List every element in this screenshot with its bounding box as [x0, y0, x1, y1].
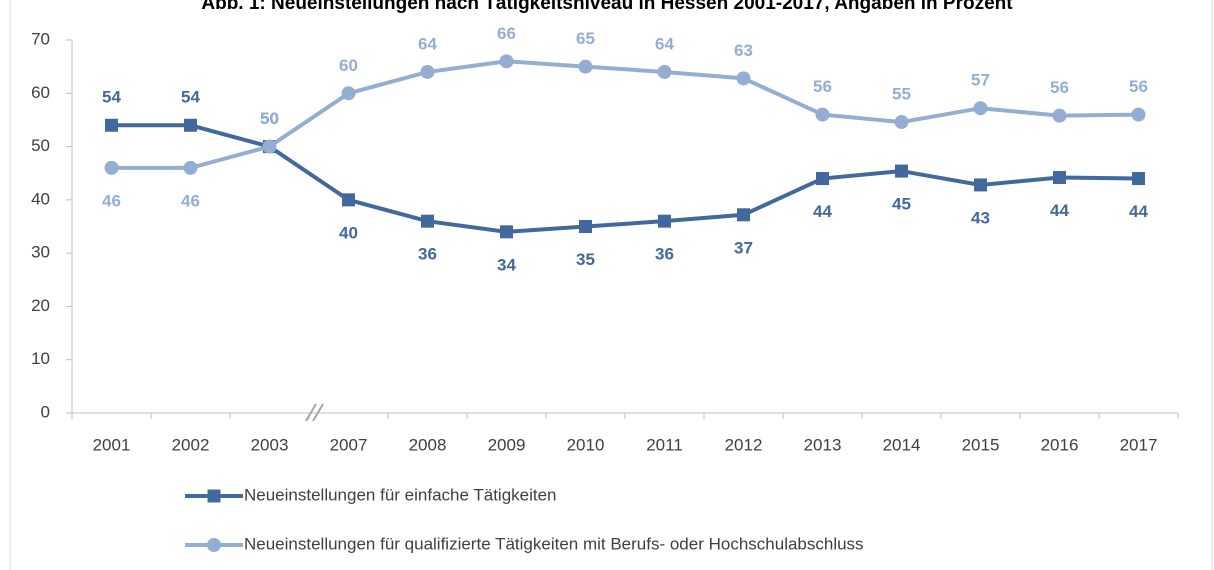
data-label: 50: [260, 109, 279, 128]
data-label: 44: [1129, 202, 1148, 221]
legend-label: Neueinstellungen für qualifizierte Tätig…: [244, 534, 864, 553]
x-tick-label: 2015: [962, 435, 1000, 454]
axis-break: [312, 403, 324, 422]
data-label: 55: [892, 85, 911, 104]
x-tick-label: 2008: [409, 435, 447, 454]
chart-title: Abb. 1: Neueinstellungen nach Tätigkeits…: [201, 0, 1013, 14]
marker: [420, 64, 435, 79]
x-tick-label: 2011: [646, 435, 683, 454]
marker: [657, 64, 672, 79]
data-label: 54: [181, 88, 200, 107]
data-label: 63: [734, 41, 753, 60]
data-label: 60: [339, 56, 358, 75]
y-tick-label: 30: [31, 243, 50, 262]
data-label: 43: [971, 208, 990, 227]
data-label: 56: [1129, 77, 1148, 96]
marker: [1053, 170, 1066, 184]
legend-marker: [207, 489, 221, 503]
y-tick-label: 20: [31, 296, 50, 315]
y-tick-label: 40: [31, 189, 50, 208]
data-label: 46: [102, 191, 121, 210]
marker: [262, 139, 277, 154]
axis-break: [305, 403, 317, 422]
marker: [341, 86, 356, 101]
series-line: [111, 123, 1139, 234]
marker: [974, 178, 987, 192]
data-label: 54: [102, 88, 121, 107]
marker: [815, 107, 830, 122]
marker: [500, 225, 513, 239]
marker: [183, 160, 198, 175]
data-label: 46: [181, 191, 200, 210]
data-label: 40: [339, 223, 358, 242]
marker: [1052, 108, 1067, 123]
marker: [578, 59, 593, 74]
y-tick-label: 60: [31, 83, 50, 102]
data-label: 37: [734, 238, 753, 257]
marker: [499, 54, 514, 69]
data-label: 56: [1050, 78, 1069, 97]
data-label: 45: [892, 195, 911, 214]
data-label: 64: [655, 34, 674, 53]
x-tick-label: 2016: [1041, 435, 1079, 454]
y-tick-label: 0: [41, 402, 50, 421]
legend-label: Neueinstellungen für einfache Tätigkeite…: [244, 485, 557, 504]
x-tick-label: 2012: [725, 435, 763, 454]
x-tick-label: 2002: [172, 435, 210, 454]
marker: [736, 71, 751, 86]
marker: [973, 101, 988, 116]
marker: [104, 160, 119, 175]
x-tick-label: 2014: [883, 435, 921, 454]
x-tick-label: 2003: [251, 435, 289, 454]
x-tick-label: 2009: [488, 435, 526, 454]
data-label: 44: [813, 202, 832, 221]
legend-marker: [207, 538, 221, 552]
marker: [816, 172, 829, 186]
data-label: 65: [576, 29, 595, 48]
y-tick-label: 50: [31, 136, 50, 155]
data-label: 66: [497, 24, 516, 43]
y-tick-label: 10: [31, 349, 50, 368]
marker: [342, 193, 355, 207]
data-label: 34: [497, 255, 516, 274]
marker: [658, 214, 671, 228]
marker: [105, 118, 118, 132]
x-tick-label: 2013: [804, 435, 842, 454]
x-tick-label: 2010: [567, 435, 605, 454]
data-label: 36: [418, 245, 437, 264]
data-label: 64: [418, 34, 437, 53]
marker: [894, 115, 909, 130]
chart-frame: [9, 0, 1213, 570]
marker: [895, 164, 908, 178]
x-tick-label: 2017: [1120, 435, 1158, 454]
data-label: 50: [260, 109, 279, 128]
data-label: 44: [1050, 201, 1069, 220]
data-label: 57: [971, 71, 990, 90]
marker: [184, 118, 197, 132]
marker: [1132, 172, 1145, 186]
x-tick-label: 2007: [330, 435, 368, 454]
series-line: [111, 59, 1139, 170]
x-tick-label: 2001: [93, 435, 131, 454]
marker: [1131, 107, 1146, 122]
data-label: 36: [655, 245, 674, 264]
marker: [421, 214, 434, 228]
marker: [737, 208, 750, 222]
data-label: 56: [813, 77, 832, 96]
data-label: 35: [576, 250, 595, 269]
y-tick-label: 70: [31, 29, 50, 48]
marker: [579, 220, 592, 233]
